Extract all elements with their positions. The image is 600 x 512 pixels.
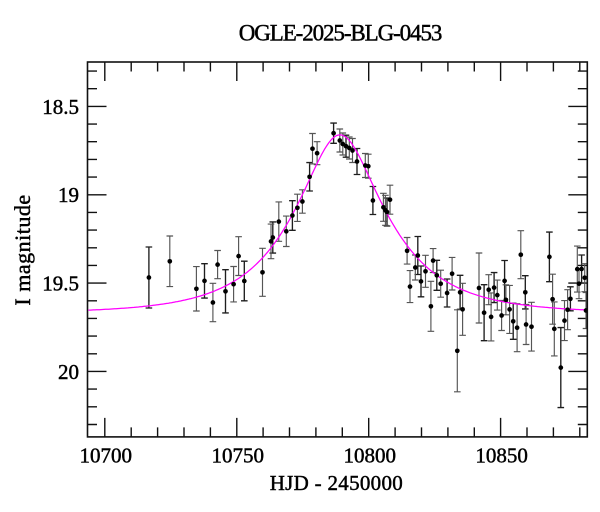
svg-text:19: 19 — [58, 183, 79, 207]
svg-text:10850: 10850 — [475, 444, 528, 468]
svg-text:10700: 10700 — [80, 444, 133, 468]
svg-text:10750: 10750 — [212, 444, 265, 468]
svg-text:18.5: 18.5 — [42, 95, 79, 119]
svg-text:OGLE-2025-BLG-0453: OGLE-2025-BLG-0453 — [239, 21, 442, 46]
svg-text:10800: 10800 — [343, 444, 396, 468]
svg-text:HJD - 2450000: HJD - 2450000 — [270, 471, 403, 495]
svg-text:19.5: 19.5 — [42, 272, 79, 296]
svg-text:I magnitude: I magnitude — [10, 194, 35, 305]
svg-text:20: 20 — [58, 360, 79, 384]
